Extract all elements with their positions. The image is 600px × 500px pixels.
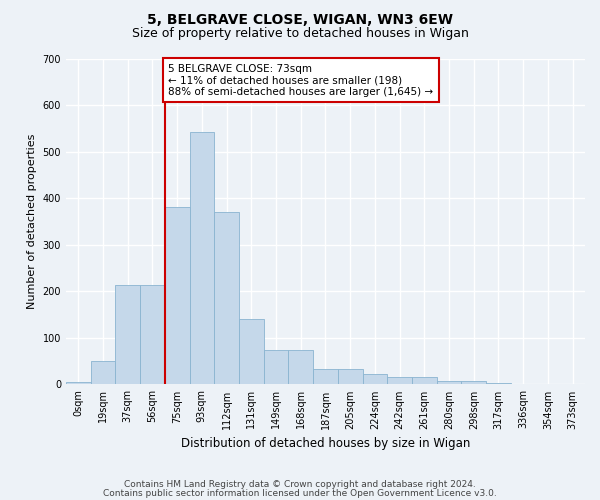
X-axis label: Distribution of detached houses by size in Wigan: Distribution of detached houses by size … (181, 437, 470, 450)
Bar (165, 208, 190, 384)
Text: Size of property relative to detached houses in Wigan: Size of property relative to detached ho… (131, 28, 469, 40)
Bar (486, 383, 511, 384)
Text: Contains public sector information licensed under the Open Government Licence v3: Contains public sector information licen… (103, 488, 497, 498)
Bar (190, 132, 214, 384)
Bar (362, 374, 387, 384)
Bar (91, 361, 115, 384)
Bar (313, 369, 338, 384)
Bar (214, 212, 239, 384)
Bar (115, 286, 140, 384)
Bar (239, 320, 263, 384)
Text: 5, BELGRAVE CLOSE, WIGAN, WN3 6EW: 5, BELGRAVE CLOSE, WIGAN, WN3 6EW (147, 12, 453, 26)
Text: Contains HM Land Registry data © Crown copyright and database right 2024.: Contains HM Land Registry data © Crown c… (124, 480, 476, 489)
Bar (461, 380, 486, 384)
Bar (437, 380, 461, 384)
Bar (338, 369, 362, 384)
Bar (412, 378, 437, 384)
Bar (263, 350, 289, 384)
Bar (140, 286, 165, 384)
Y-axis label: Number of detached properties: Number of detached properties (27, 134, 37, 310)
Bar (66, 382, 91, 384)
Text: 5 BELGRAVE CLOSE: 73sqm
← 11% of detached houses are smaller (198)
88% of semi-d: 5 BELGRAVE CLOSE: 73sqm ← 11% of detache… (169, 64, 434, 97)
Bar (289, 350, 313, 384)
Bar (387, 378, 412, 384)
